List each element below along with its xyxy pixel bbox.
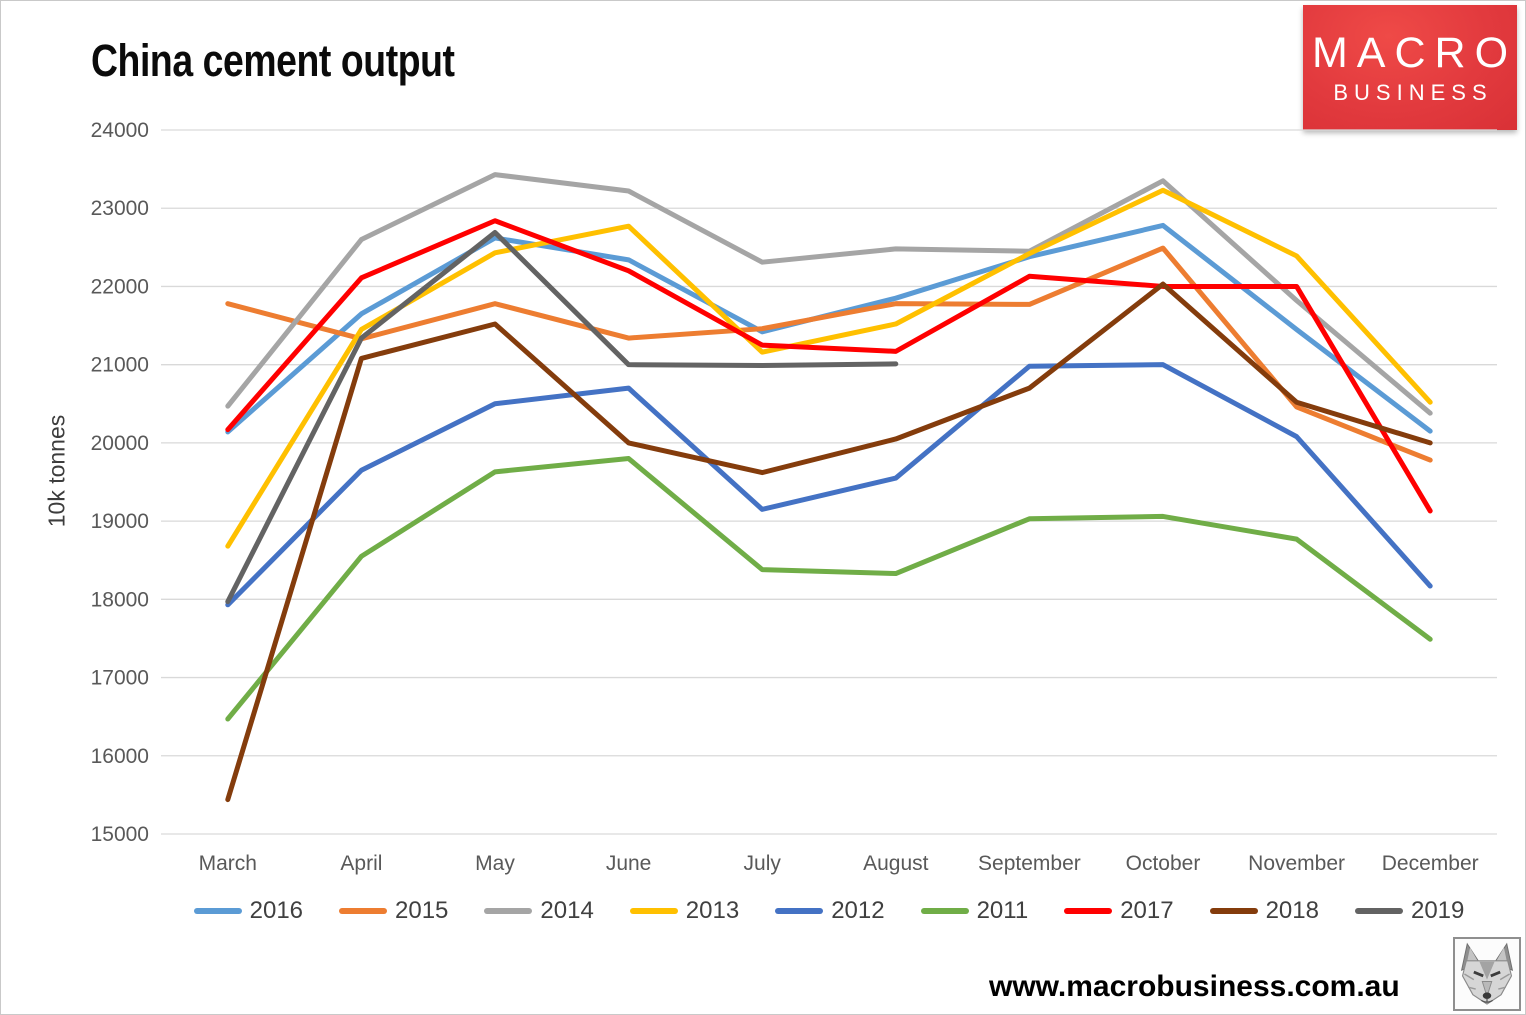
footer-website-text: www.macrobusiness.com.au bbox=[989, 970, 1400, 1003]
legend-item-2017: 2017 bbox=[1064, 897, 1174, 925]
legend-swatch-2017 bbox=[1064, 908, 1113, 914]
y-tick-label-18000: 18000 bbox=[91, 588, 149, 611]
legend-label-2016: 2016 bbox=[249, 897, 304, 924]
y-tick-label-17000: 17000 bbox=[91, 667, 149, 690]
x-tick-label-March: March bbox=[199, 852, 257, 875]
x-tick-label-November: November bbox=[1248, 852, 1345, 875]
legend-swatch-2016 bbox=[193, 908, 242, 914]
series-line-2012 bbox=[225, 362, 1433, 608]
legend-swatch-2012 bbox=[775, 908, 824, 914]
y-tick-label-24000: 24000 bbox=[91, 119, 149, 142]
legend-label-2015: 2015 bbox=[395, 897, 449, 924]
legend-swatch-2018 bbox=[1209, 908, 1258, 914]
legend-swatch-2019 bbox=[1354, 908, 1403, 914]
x-tick-label-May: May bbox=[475, 852, 515, 875]
x-tick-label-October: October bbox=[1126, 852, 1201, 875]
legend-label-2012: 2012 bbox=[831, 897, 885, 924]
x-tick-label-December: December bbox=[1382, 852, 1479, 875]
series-line-2019 bbox=[225, 229, 899, 605]
legend-label-2014: 2014 bbox=[540, 897, 594, 924]
y-tick-label-22000: 22000 bbox=[91, 275, 149, 298]
legend-swatch-2011 bbox=[920, 908, 969, 914]
series-line-2011 bbox=[225, 456, 1433, 722]
x-tick-label-April: April bbox=[340, 852, 382, 875]
legend-item-2015: 2015 bbox=[339, 897, 448, 925]
legend-item-2014: 2014 bbox=[484, 897, 594, 925]
legend-item-2019: 2019 bbox=[1354, 897, 1465, 925]
series-line-2014 bbox=[225, 172, 1433, 416]
wolf-icon bbox=[1460, 942, 1514, 1005]
legend-item-2013: 2013 bbox=[629, 897, 740, 925]
x-tick-label-September: September bbox=[978, 852, 1081, 875]
legend-swatch-2014 bbox=[484, 908, 533, 914]
wolf-logo-frame bbox=[1453, 937, 1521, 1011]
legend-label-2018: 2018 bbox=[1265, 897, 1319, 924]
legend-swatch-2013 bbox=[629, 908, 678, 914]
legend-label-2017: 2017 bbox=[1120, 897, 1174, 924]
chart-title: China cement output bbox=[91, 35, 455, 86]
y-tick-label-16000: 16000 bbox=[91, 745, 149, 768]
y-tick-label-21000: 21000 bbox=[91, 354, 149, 377]
y-tick-label-15000: 15000 bbox=[91, 823, 149, 846]
legend-label-2011: 2011 bbox=[976, 897, 1029, 924]
legend-item-2012: 2012 bbox=[775, 897, 885, 925]
legend-label-2019: 2019 bbox=[1410, 897, 1465, 924]
chart-legend: 2016 2015 2014 2013 2012 2011 2017 2018 2019 bbox=[161, 897, 1497, 925]
y-tick-label-23000: 23000 bbox=[91, 197, 149, 220]
legend-swatch-2015 bbox=[339, 908, 388, 914]
y-tick-label-19000: 19000 bbox=[91, 510, 149, 533]
x-tick-label-August: August bbox=[863, 852, 929, 875]
x-tick-label-July: July bbox=[744, 852, 782, 875]
macrobusiness-logo: MACRO BUSINESS bbox=[1303, 5, 1517, 130]
series-line-2017 bbox=[225, 218, 1433, 514]
legend-item-2018: 2018 bbox=[1209, 897, 1319, 925]
legend-item-2016: 2016 bbox=[193, 897, 304, 925]
series-line-2015 bbox=[225, 245, 1433, 463]
series-line-2013 bbox=[225, 187, 1433, 549]
x-tick-label-June: June bbox=[606, 852, 652, 875]
logo-text-macro: MACRO bbox=[1311, 28, 1518, 77]
y-tick-label-20000: 20000 bbox=[91, 432, 149, 455]
series-line-2018 bbox=[225, 281, 1433, 803]
logo-text-business: BUSINESS bbox=[1333, 79, 1493, 105]
legend-item-2011: 2011 bbox=[920, 897, 1029, 925]
legend-label-2013: 2013 bbox=[685, 897, 740, 924]
